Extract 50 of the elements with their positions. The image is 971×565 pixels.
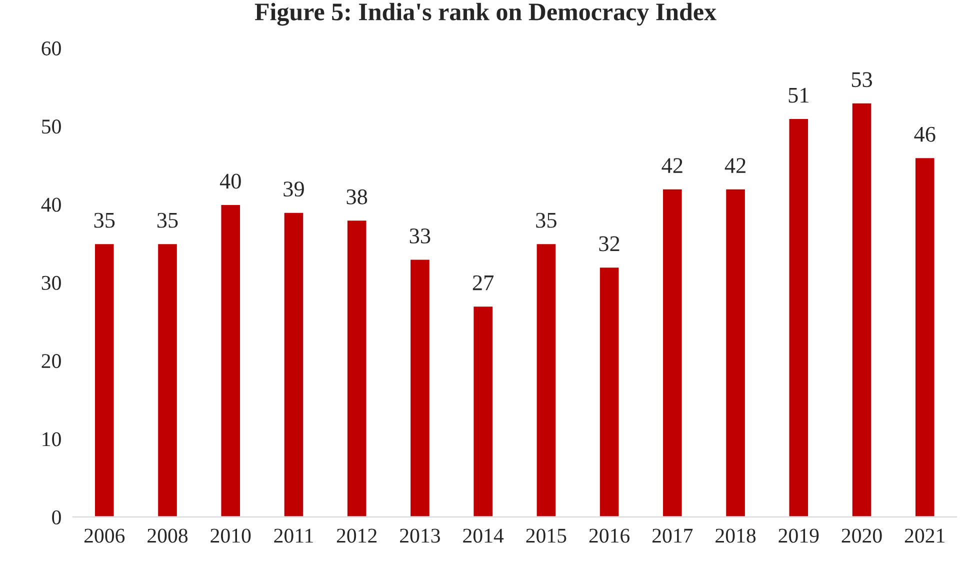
x-tick-label: 2011 xyxy=(274,528,313,543)
data-label: 42 xyxy=(724,158,746,173)
x-tick-label: 2021 xyxy=(904,528,944,543)
data-label: 35 xyxy=(536,212,556,228)
y-tick-label: 20 xyxy=(42,354,61,368)
bar xyxy=(788,118,810,517)
bar xyxy=(409,258,431,517)
bar xyxy=(94,242,116,517)
data-label: 27 xyxy=(472,275,494,290)
bar xyxy=(472,305,494,517)
x-tick-label: 2019 xyxy=(778,528,819,543)
data-label: 35 xyxy=(157,212,178,228)
bar xyxy=(535,242,557,517)
bar xyxy=(156,242,178,517)
bar xyxy=(850,102,873,517)
y-tick-label: 50 xyxy=(42,120,61,134)
bar xyxy=(346,219,368,517)
data-label: 38 xyxy=(346,189,368,204)
x-tick-label: 2010 xyxy=(210,528,251,543)
x-tick-label: 2012 xyxy=(336,528,377,543)
bar xyxy=(598,266,620,517)
data-label: 53 xyxy=(852,72,872,88)
data-label: 33 xyxy=(410,228,430,244)
data-label: 32 xyxy=(599,236,620,252)
chart-title: Figure 5: India's rank on Democracy Index xyxy=(254,2,716,26)
x-tick-label: 2014 xyxy=(463,528,504,543)
x-tick-label: 2018 xyxy=(716,528,756,543)
data-label: 40 xyxy=(220,174,241,189)
data-label: 42 xyxy=(662,158,682,173)
x-tick-label: 2013 xyxy=(400,528,440,543)
data-label: 35 xyxy=(94,212,115,228)
bar xyxy=(914,156,936,517)
x-tick-label: 2015 xyxy=(526,528,566,543)
x-tick-label: 2016 xyxy=(589,528,630,543)
bar xyxy=(662,188,684,517)
y-tick-label: 60 xyxy=(42,41,61,56)
bar xyxy=(220,204,242,517)
y-tick-label: 30 xyxy=(42,276,61,290)
bar xyxy=(724,188,746,517)
data-label: 39 xyxy=(284,182,304,197)
y-tick-label: 10 xyxy=(42,432,61,446)
data-label: 51 xyxy=(788,88,808,103)
x-tick-label: 2008 xyxy=(148,528,188,543)
x-tick-label: 2017 xyxy=(652,528,693,543)
x-tick-label: 2006 xyxy=(84,528,125,543)
bar xyxy=(282,211,305,517)
y-tick-label: 40 xyxy=(41,198,61,212)
y-tick-label: 0 xyxy=(52,510,61,524)
data-label: 46 xyxy=(914,126,936,142)
x-tick-label: 2020 xyxy=(842,528,882,543)
